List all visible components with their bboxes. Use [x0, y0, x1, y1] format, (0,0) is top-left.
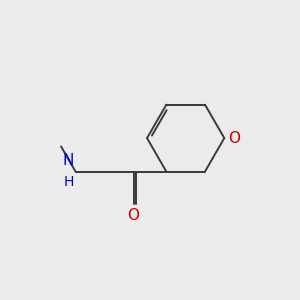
Text: N: N — [63, 153, 74, 168]
Text: O: O — [128, 208, 140, 223]
Text: H: H — [64, 176, 74, 189]
Text: O: O — [228, 130, 240, 146]
